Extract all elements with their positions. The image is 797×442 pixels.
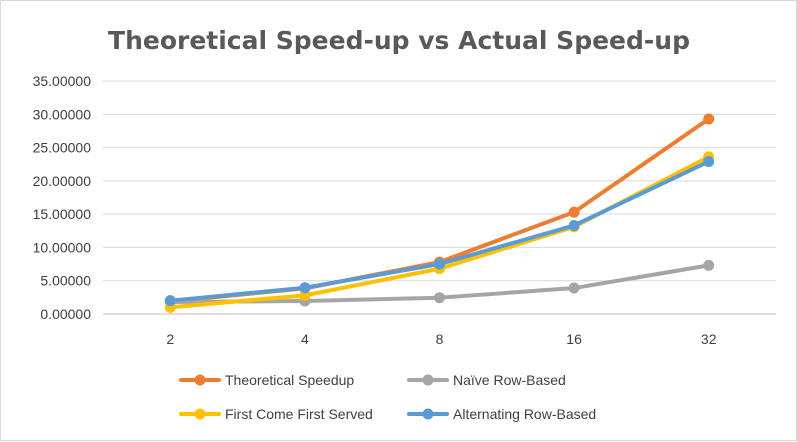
legend-label: Naïve Row-Based: [453, 372, 566, 388]
series-alternating-row-based: [164, 156, 715, 307]
y-tick-label: 30.00000: [33, 106, 92, 122]
data-point: [164, 295, 176, 307]
legend-swatch-marker: [422, 408, 434, 420]
chart-title: Theoretical Speed-up vs Actual Speed-up: [108, 26, 690, 55]
legend-swatch-marker: [194, 408, 206, 420]
y-tick-label: 20.00000: [33, 173, 92, 189]
data-point: [434, 292, 445, 304]
y-tick-label: 35.00000: [33, 73, 92, 89]
series-lines: [164, 113, 715, 313]
legend-label: First Come First Served: [225, 406, 373, 422]
legend: Theoretical Speedup Naïve Row-Based First …: [179, 372, 596, 422]
legend-item: Alternating Row-Based: [407, 406, 596, 422]
legend-swatch-marker: [194, 374, 206, 386]
series-line: [168, 154, 711, 310]
data-point: [703, 113, 715, 125]
x-tick-label: 8: [436, 331, 444, 347]
data-point: [299, 289, 311, 301]
y-axis-tick-labels: 0.00000 5.00000 10.00000 15.00000 20.00000 25…: [33, 73, 92, 322]
gridlines: [103, 80, 776, 315]
legend-item: Naïve Row-Based: [407, 372, 566, 388]
x-tick-label: 2: [166, 331, 174, 347]
x-tick-label: 32: [701, 331, 717, 347]
legend-item: First Come First Served: [179, 406, 373, 422]
data-point: [299, 282, 311, 294]
x-axis-tick-labels: 2 4 8 16 32: [166, 331, 716, 347]
series-first-come-first-served: [164, 151, 715, 313]
y-tick-label: 25.00000: [33, 140, 92, 156]
data-point: [568, 206, 580, 218]
data-point: [703, 156, 715, 168]
x-tick-label: 4: [301, 331, 309, 347]
legend-label: Alternating Row-Based: [453, 406, 596, 422]
legend-item: Theoretical Speedup: [179, 372, 354, 388]
x-tick-label: 16: [566, 331, 582, 347]
y-tick-label: 5.00000: [40, 273, 91, 289]
legend-swatch-marker: [422, 374, 434, 386]
data-point: [703, 259, 715, 271]
data-point: [568, 219, 580, 231]
data-point: [568, 282, 580, 294]
data-point: [434, 258, 445, 270]
y-tick-label: 10.00000: [33, 239, 92, 255]
y-tick-label: 15.00000: [33, 206, 92, 222]
y-tick-label: 0.00000: [40, 306, 91, 322]
legend-label: Theoretical Speedup: [225, 372, 354, 388]
